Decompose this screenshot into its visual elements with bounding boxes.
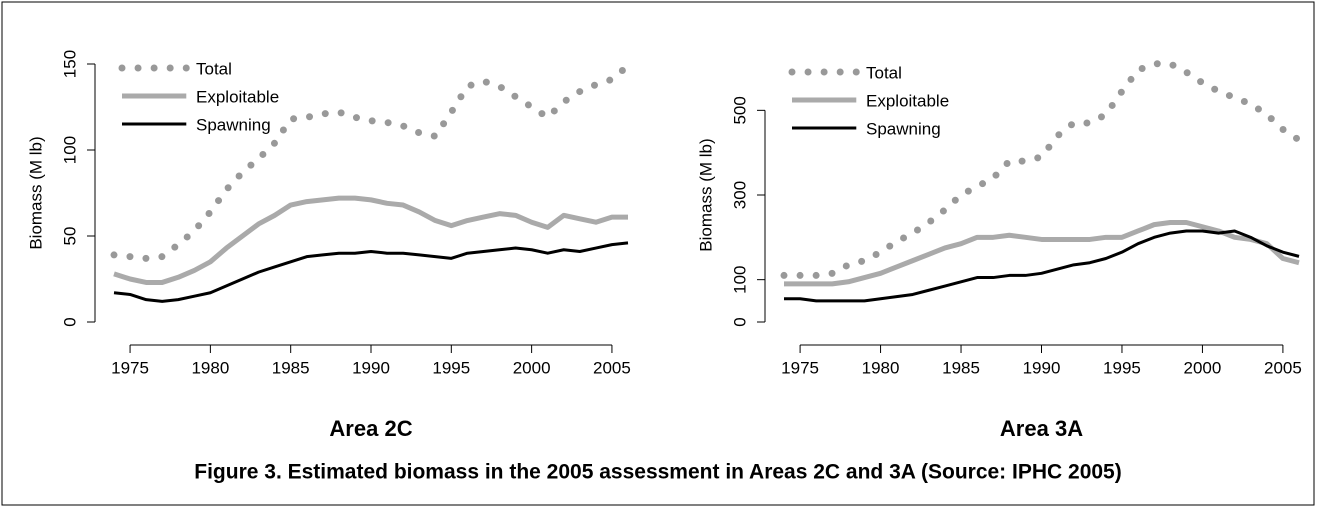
caption: Figure 3. Estimated biomass in the 2005 … [194,461,1121,484]
panel-title: Area 2C [329,416,412,441]
y-tick-label: 300 [730,181,749,209]
series-line [110,62,632,262]
legend-label: Spawning [196,115,271,134]
x-tick-label: 1985 [942,358,980,377]
x-tick-label: 1980 [862,358,900,377]
legend-label: Total [866,63,902,82]
x-tick-label: 1980 [191,358,229,377]
series-line [784,229,1300,303]
x-tick-label: 1990 [1023,358,1061,377]
series-line [113,195,628,285]
x-tick-label: 2005 [593,358,631,377]
series-line [784,220,1300,287]
x-tick-label: 1975 [111,358,149,377]
x-tick-label: 2005 [1264,358,1302,377]
y-axis-title: Biomass (M lb) [26,136,45,249]
x-tick-label: 1985 [272,358,310,377]
y-tick-label: 100 [730,265,749,293]
y-tick-label: 0 [730,317,749,326]
x-tick-label: 1995 [432,358,470,377]
legend-label: Total [196,59,232,78]
y-axis-title: Biomass (M lb) [696,138,715,251]
series-line [780,60,1303,279]
x-tick-label: 2000 [1184,358,1222,377]
y-tick-label: 150 [60,50,79,78]
series-line [113,241,629,303]
y-tick-label: 100 [60,136,79,164]
x-tick-label: 1990 [352,358,390,377]
panel-title: Area 3A [1000,416,1083,441]
x-tick-label: 1975 [781,358,819,377]
legend-label: Exploitable [196,87,279,106]
y-tick-label: 0 [60,317,79,326]
legend-label: Exploitable [866,91,949,110]
legend-label: Spawning [866,119,941,138]
y-tick-label: 500 [730,96,749,124]
x-tick-label: 1995 [1103,358,1141,377]
y-tick-label: 50 [60,227,79,246]
x-tick-label: 2000 [513,358,551,377]
